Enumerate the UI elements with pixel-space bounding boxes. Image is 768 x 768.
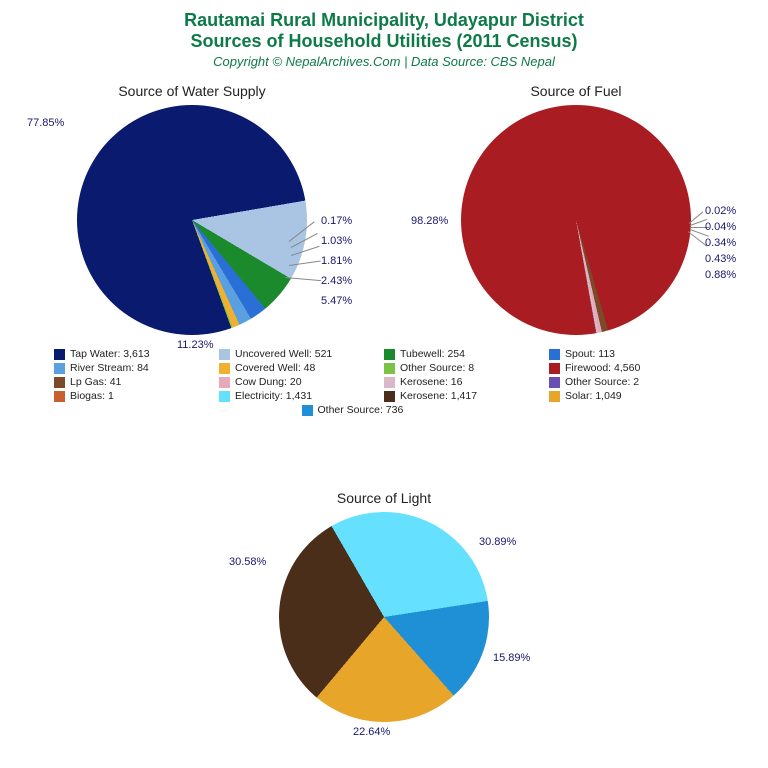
water-pie-wrap: 77.85%11.23%5.47%2.43%1.81%1.03%0.17%	[77, 105, 307, 335]
title-line-1: Rautamai Rural Municipality, Udayapur Di…	[0, 10, 768, 31]
legend-text: Cow Dung: 20	[235, 376, 302, 388]
legend-swatch	[219, 391, 230, 402]
legend-swatch	[384, 349, 395, 360]
legend-text: Spout: 113	[565, 348, 615, 360]
legend-text: Covered Well: 48	[235, 362, 315, 374]
legend-swatch	[549, 363, 560, 374]
light-chart-block: Source of Light 30.89%15.89%22.64%30.58%	[224, 490, 544, 722]
light-pie	[279, 512, 489, 722]
fuel-pct-label: 0.88%	[705, 269, 736, 281]
legend-text: Kerosene: 16	[400, 376, 462, 388]
legend-text: River Stream: 84	[70, 362, 149, 374]
legend-item: Cow Dung: 20	[219, 376, 384, 388]
title-block: Rautamai Rural Municipality, Udayapur Di…	[0, 0, 768, 69]
legend-text: Other Source: 2	[565, 376, 639, 388]
fuel-pie-wrap: 98.28%0.02%0.04%0.34%0.43%0.88%	[461, 105, 691, 335]
fuel-pct-label: 0.34%	[705, 237, 736, 249]
water-chart-title: Source of Water Supply	[12, 83, 372, 99]
legend-text: Other Source: 736	[318, 404, 404, 416]
legend-text: Biogas: 1	[70, 390, 114, 402]
legend-item: Uncovered Well: 521	[219, 348, 384, 360]
legend-item: Spout: 113	[549, 348, 714, 360]
legend-text: Tap Water: 3,613	[70, 348, 150, 360]
legend-text: Tubewell: 254	[400, 348, 465, 360]
legend-text: Electricity: 1,431	[235, 390, 312, 402]
light-chart-title: Source of Light	[224, 490, 544, 506]
legend-swatch	[384, 391, 395, 402]
water-pct-label: 77.85%	[27, 117, 64, 129]
legend-text: Kerosene: 1,417	[400, 390, 477, 402]
legend-item: Other Source: 736	[302, 404, 467, 416]
legend-text: Firewood: 4,560	[565, 362, 640, 374]
legend-text: Other Source: 8	[400, 362, 474, 374]
legend-swatch	[549, 349, 560, 360]
title-line-2: Sources of Household Utilities (2011 Cen…	[0, 31, 768, 52]
copyright: Copyright © NepalArchives.Com | Data Sou…	[0, 54, 768, 69]
fuel-pct-label: 0.43%	[705, 253, 736, 265]
legend-text: Uncovered Well: 521	[235, 348, 332, 360]
legend-item: Other Source: 2	[549, 376, 714, 388]
legend-swatch	[54, 377, 65, 388]
combined-legend: Tap Water: 3,613 Uncovered Well: 521 Tubew…	[30, 347, 738, 417]
light-pie-wrap: 30.89%15.89%22.64%30.58%	[279, 512, 489, 722]
legend-text: Lp Gas: 41	[70, 376, 121, 388]
legend-swatch	[219, 363, 230, 374]
legend-item: Solar: 1,049	[549, 390, 714, 402]
legend-item: Tubewell: 254	[384, 348, 549, 360]
fuel-chart-title: Source of Fuel	[396, 83, 756, 99]
legend-item: Kerosene: 1,417	[384, 390, 549, 402]
legend-swatch	[302, 405, 313, 416]
legend-swatch	[549, 377, 560, 388]
light-pct-label: 15.89%	[493, 652, 530, 664]
legend-swatch	[219, 349, 230, 360]
legend-swatch	[54, 363, 65, 374]
legend-swatch	[54, 349, 65, 360]
legend-item: Covered Well: 48	[219, 362, 384, 374]
fuel-pct-label: 98.28%	[411, 215, 448, 227]
fuel-pct-label: 0.04%	[705, 221, 736, 233]
water-pct-label: 0.17%	[321, 215, 352, 227]
legend-swatch	[54, 391, 65, 402]
water-pct-label: 1.03%	[321, 235, 352, 247]
light-pct-label: 30.58%	[229, 556, 266, 568]
legend-item: Kerosene: 16	[384, 376, 549, 388]
legend-swatch	[384, 363, 395, 374]
water-pct-label: 11.23%	[177, 339, 214, 351]
legend-text: Solar: 1,049	[565, 390, 622, 402]
legend-item: Other Source: 8	[384, 362, 549, 374]
legend-item: Lp Gas: 41	[54, 376, 219, 388]
legend-item: Biogas: 1	[54, 390, 219, 402]
fuel-chart-block: Source of Fuel 98.28%0.02%0.04%0.34%0.43…	[396, 83, 756, 335]
legend-item: River Stream: 84	[54, 362, 219, 374]
legend-swatch	[549, 391, 560, 402]
fuel-pct-label: 0.02%	[705, 205, 736, 217]
light-pct-label: 22.64%	[353, 726, 390, 738]
legend-item: Electricity: 1,431	[219, 390, 384, 402]
legend-swatch	[219, 377, 230, 388]
water-pct-label: 2.43%	[321, 275, 352, 287]
legend-item: Firewood: 4,560	[549, 362, 714, 374]
light-pct-label: 30.89%	[479, 536, 516, 548]
water-pie	[77, 105, 307, 335]
water-pct-label: 1.81%	[321, 255, 352, 267]
water-pct-label: 5.47%	[321, 295, 352, 307]
top-charts-row: Source of Water Supply 77.85%11.23%5.47%…	[0, 83, 768, 335]
legend-swatch	[384, 377, 395, 388]
water-chart-block: Source of Water Supply 77.85%11.23%5.47%…	[12, 83, 372, 335]
fuel-pie	[461, 105, 691, 335]
